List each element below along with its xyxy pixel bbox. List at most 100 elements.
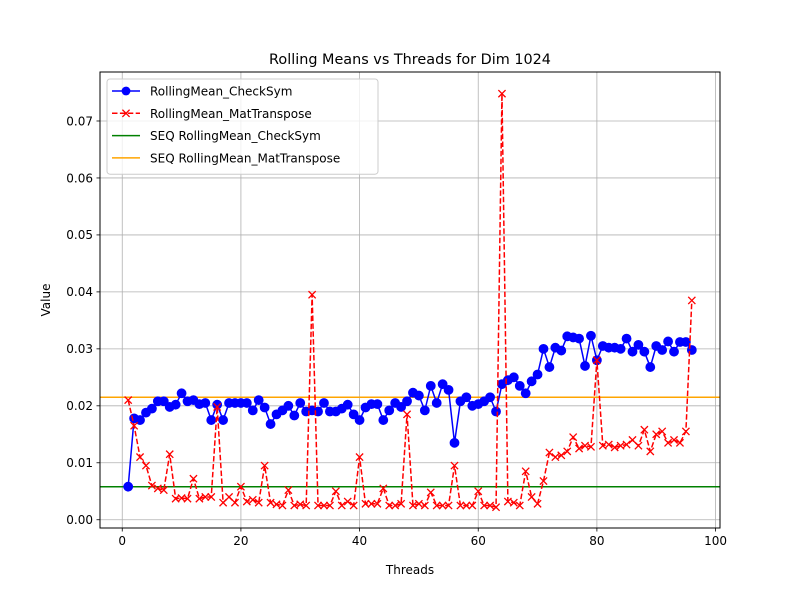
data-point [622, 440, 631, 449]
data-point [147, 403, 157, 414]
data-point [396, 402, 407, 412]
data-point [480, 501, 489, 510]
legend-label: SEQ RollingMean_CheckSym [150, 129, 321, 143]
data-point [633, 339, 644, 350]
data-point [183, 494, 192, 503]
data-point [176, 388, 187, 399]
y-tick-label: 0.06 [66, 171, 93, 185]
legend-box [106, 78, 379, 175]
data-point [509, 498, 518, 507]
data-point [278, 501, 287, 510]
data-point [165, 450, 174, 459]
data-point [402, 396, 412, 407]
data-point [372, 399, 383, 410]
legend-marker [121, 109, 131, 118]
data-point [485, 392, 495, 403]
data-point [426, 488, 435, 497]
data-point [508, 372, 519, 383]
y-tick-label: 0.03 [66, 342, 93, 356]
data-point [241, 398, 252, 408]
data-point [397, 499, 406, 508]
data-point [491, 406, 501, 417]
data-point [539, 476, 548, 486]
data-point [557, 451, 566, 460]
data-point [491, 503, 501, 512]
data-point [308, 290, 317, 299]
data-point [444, 501, 453, 510]
legend-label: RollingMean_MatTranspose [150, 107, 312, 121]
data-point [325, 501, 334, 510]
data-point [574, 333, 584, 344]
chart-title: Rolling Means vs Threads for Dim 1024 [269, 52, 551, 68]
legend: RollingMean_CheckSym RollingMean_MatTrans… [106, 78, 379, 175]
data-point [592, 356, 601, 365]
data-point [130, 421, 139, 430]
data-point [486, 501, 495, 510]
data-point [680, 337, 691, 347]
data-point [373, 499, 382, 508]
data-point [342, 399, 353, 410]
y-tick-label: 0.04 [66, 285, 93, 299]
data-point [414, 499, 423, 508]
data-point [431, 398, 442, 408]
data-point [450, 461, 459, 470]
data-point [462, 501, 471, 510]
data-point [189, 474, 198, 483]
data-point [515, 501, 524, 510]
legend-entry: RollingMean_MatTranspose [112, 107, 312, 121]
data-point [289, 410, 300, 421]
data-point [343, 497, 352, 506]
data-point [468, 501, 477, 510]
data-point [532, 369, 543, 380]
data-point [253, 395, 264, 406]
series-line [127, 92, 693, 508]
data-point [283, 400, 294, 411]
data-point [354, 415, 365, 425]
data-point [497, 89, 507, 98]
data-point [432, 501, 441, 510]
data-point [319, 398, 329, 408]
data-point [201, 492, 210, 502]
y-axis-label: Value [39, 284, 53, 317]
data-point [367, 499, 376, 508]
data-point [254, 498, 263, 507]
data-point [610, 443, 619, 452]
data-point [580, 361, 590, 371]
data-point [355, 453, 364, 462]
data-point [349, 501, 358, 510]
data-point [425, 380, 436, 391]
data-point [669, 346, 679, 357]
data-point [385, 501, 394, 510]
data-point [521, 467, 530, 476]
data-series [123, 89, 697, 512]
legend-entry: RollingMean_CheckSym [112, 85, 292, 99]
data-point [443, 384, 454, 395]
data-point [687, 296, 696, 305]
data-point [266, 498, 275, 507]
data-point [391, 501, 400, 510]
data-point [384, 405, 395, 416]
data-point [302, 501, 311, 510]
legend-marker [121, 86, 131, 96]
plot-frame [99, 71, 721, 529]
data-point [533, 499, 542, 508]
data-point [586, 442, 596, 451]
legend-label: RollingMean_CheckSym [150, 85, 292, 99]
data-point [526, 376, 537, 387]
data-point [456, 501, 465, 510]
data-point [195, 494, 204, 503]
series-1 [123, 330, 697, 492]
data-point [135, 453, 145, 462]
data-point [331, 487, 340, 496]
data-point [634, 441, 643, 450]
data-point [551, 453, 560, 462]
data-point [664, 438, 673, 447]
data-point [658, 427, 667, 436]
legend-entry: SEQ RollingMean_MatTranspose [112, 151, 340, 165]
data-point [419, 405, 430, 416]
data-point [170, 399, 181, 410]
data-point [586, 330, 596, 341]
data-point [218, 415, 229, 425]
data-point [627, 346, 638, 357]
